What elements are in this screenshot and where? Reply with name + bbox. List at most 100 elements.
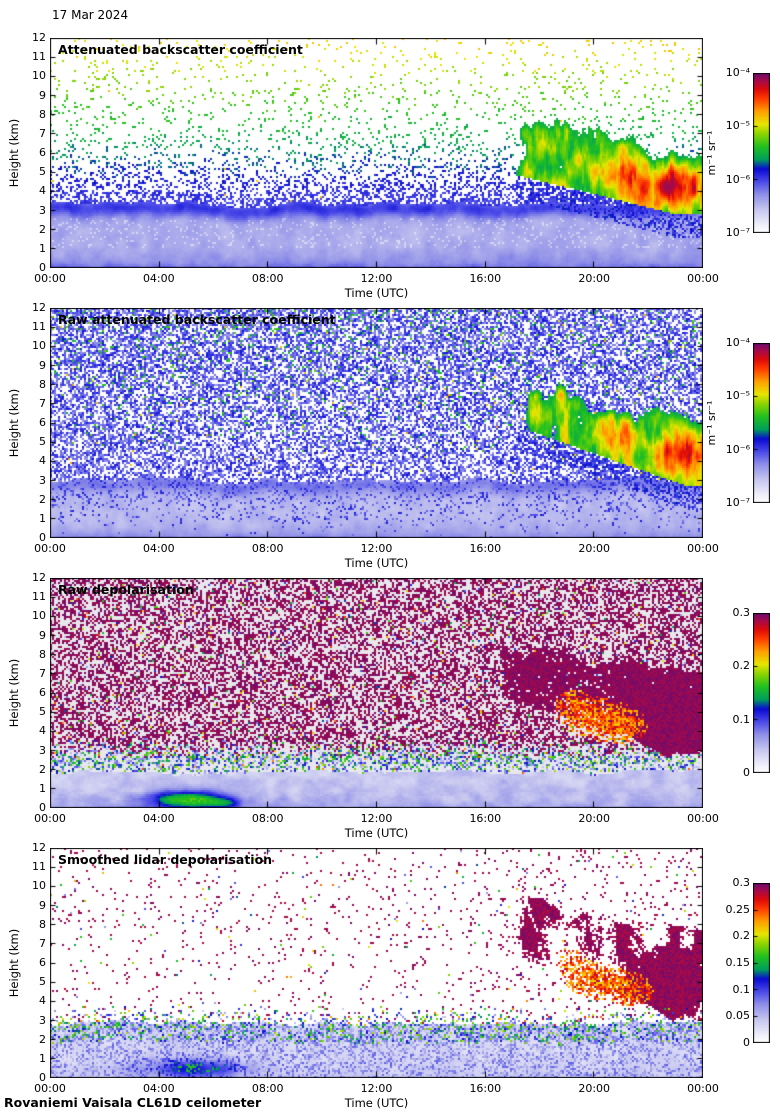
panel2-x-tick-label: 08:00 <box>251 542 284 555</box>
panel3-y-tick-label: 5 <box>39 705 46 719</box>
panel4-y-tick-label: 8 <box>39 917 46 931</box>
panel2-x-tick-label: 16:00 <box>469 542 502 555</box>
panel3-title: Raw depolarisation <box>58 582 194 597</box>
panel4-x-tick-label: 12:00 <box>360 1082 393 1095</box>
panel4-colorbar-tick-label: 0.3 <box>732 876 751 889</box>
panel1-y-tick-label: 10 <box>32 69 46 83</box>
panel1-y-tick-label: 7 <box>39 126 46 140</box>
panel4-colorbar-tick-label: 0 <box>743 1036 750 1049</box>
panel1-y-tick-label: 5 <box>39 165 46 179</box>
panel3-x-tick-label: 16:00 <box>469 812 502 825</box>
panel4-y-tick-label: 3 <box>39 1013 46 1027</box>
heatmap-canvas-panel4 <box>50 848 703 1078</box>
panel3-x-tick-label: 04:00 <box>142 812 175 825</box>
panel4-y-tick-label: 9 <box>39 898 46 912</box>
panel4-y-tick-label: 4 <box>39 994 46 1008</box>
panel3-y-tick-label: 0 <box>39 801 46 814</box>
panel1-y-tick-label: 6 <box>39 146 46 159</box>
panel1-colorbar <box>753 73 770 233</box>
panel4-y-tick-label: 11 <box>32 860 46 874</box>
panel2-colorbar-tick-label: 10⁻⁵ <box>725 389 750 403</box>
date-label: 17 Mar 2024 <box>52 8 129 22</box>
panel3-y-tick-label: 10 <box>32 609 46 623</box>
panel2-y-tick-label: 2 <box>39 492 46 506</box>
panel4-y-tick-label: 12 <box>32 841 46 854</box>
panel4-colorbar-tick-label: 0.15 <box>725 956 751 969</box>
panel2-y-tick-label: 7 <box>39 396 46 410</box>
panel3-x-tick-label: 20:00 <box>578 812 611 825</box>
panel2-y-tick-label: 6 <box>39 416 46 429</box>
panel4-time-axis-label: Time (UTC) <box>344 1096 409 1110</box>
panel4-colorbar-tick-label: 0.2 <box>732 929 751 943</box>
panel1-colorbar-tick-label: 10⁻⁷ <box>725 226 750 239</box>
panel4-x-tick-label: 16:00 <box>469 1082 502 1095</box>
panel3-y-tick-label: 3 <box>39 743 46 757</box>
panel2-x-tick-label: 04:00 <box>142 542 175 555</box>
panel2-y-tick-label: 10 <box>32 339 46 353</box>
panel1-x-tick-label: 08:00 <box>251 272 284 285</box>
panel2-colorbar-tick-label: 10⁻⁷ <box>725 496 750 509</box>
panel4-colorbar-tick-label: 0.25 <box>725 902 751 916</box>
panel3-x-tick-label: 00:00 <box>34 812 66 825</box>
panel3-y-tick-label: 8 <box>39 647 46 661</box>
panel1-x-tick-label: 12:00 <box>360 272 393 285</box>
panel4-x-tick-label: 04:00 <box>142 1082 175 1095</box>
panel3-colorbar-tick-label: 0.2 <box>732 659 751 673</box>
panel1-time-axis-label: Time (UTC) <box>344 286 409 300</box>
panel3-y-tick-label: 7 <box>39 666 46 680</box>
panel1-title: Attenuated backscatter coefficient <box>58 42 303 57</box>
panel3-y-tick-label: 6 <box>39 686 46 699</box>
panel1-x-tick-label: 00:00 <box>687 272 719 285</box>
panel2-time-axis-label: Time (UTC) <box>344 556 409 570</box>
panel1-colorbar-tick-label: 10⁻⁶ <box>725 172 750 186</box>
panel3-y-tick-label: 4 <box>39 724 46 738</box>
panel3-y-tick-label: 11 <box>32 590 46 604</box>
panel2-y-tick-label: 5 <box>39 435 46 449</box>
panel2-colorbar-tick-label: 10⁻⁶ <box>725 442 750 456</box>
panel2-x-tick-label: 20:00 <box>578 542 611 555</box>
panel4-height-axis-label: Height (km) <box>7 928 21 998</box>
panel3-y-tick-label: 2 <box>39 762 46 776</box>
panel4-x-tick-label: 20:00 <box>578 1082 611 1095</box>
panel4-colorbar <box>753 883 770 1043</box>
panel3-y-tick-label: 9 <box>39 628 46 642</box>
panel4-colorbar-tick-label: 0.05 <box>725 1009 751 1023</box>
heatmap-canvas-panel2 <box>50 308 703 538</box>
panel4-y-tick-label: 0 <box>39 1071 46 1084</box>
heatmap-canvas-panel1 <box>50 38 703 268</box>
panel1-y-tick-label: 0 <box>39 261 46 274</box>
panel3-x-tick-label: 12:00 <box>360 812 393 825</box>
panel4-y-tick-label: 5 <box>39 975 46 989</box>
panel1-x-tick-label: 04:00 <box>142 272 175 285</box>
panel4-x-tick-label: 00:00 <box>687 1082 719 1095</box>
panel2-y-tick-label: 9 <box>39 358 46 372</box>
panel2-x-tick-label: 00:00 <box>687 542 719 555</box>
panel1-y-tick-label: 12 <box>32 31 46 44</box>
panel3-colorbar-tick-label: 0.1 <box>732 712 751 726</box>
panel1-x-tick-label: 00:00 <box>34 272 66 285</box>
panel2-y-tick-label: 1 <box>39 511 46 525</box>
panel3-colorbar-tick-label: 0 <box>743 766 750 779</box>
panel3-colorbar <box>753 613 770 773</box>
panel1-height-axis-label: Height (km) <box>7 118 21 188</box>
panel2-title: Raw attenuated backscatter coefficient <box>58 312 336 327</box>
panel4-y-tick-label: 7 <box>39 936 46 950</box>
panel4-y-tick-label: 6 <box>39 956 46 969</box>
panel2-y-tick-label: 12 <box>32 301 46 314</box>
panel3-x-tick-label: 08:00 <box>251 812 284 825</box>
panel3-y-tick-label: 12 <box>32 571 46 584</box>
panel1-y-tick-label: 11 <box>32 50 46 64</box>
panel1-colorbar-tick-label: 10⁻⁵ <box>725 119 750 133</box>
panel2-y-tick-label: 0 <box>39 531 46 544</box>
panel1-x-tick-label: 16:00 <box>469 272 502 285</box>
panel1-y-tick-label: 9 <box>39 88 46 102</box>
panel4-x-tick-label: 00:00 <box>34 1082 66 1095</box>
panel2-y-tick-label: 4 <box>39 454 46 468</box>
panel4-colorbar-tick-label: 0.1 <box>732 982 751 996</box>
panel2-colorbar-unit-label: m⁻¹ sr⁻¹ <box>705 400 718 446</box>
panel1-colorbar-unit-label: m⁻¹ sr⁻¹ <box>705 130 718 176</box>
panel1-colorbar-tick-label: 10⁻⁴ <box>725 66 750 79</box>
footer-label: Rovaniemi Vaisala CL61D ceilometer <box>4 1095 262 1110</box>
panel1-y-tick-label: 2 <box>39 222 46 236</box>
